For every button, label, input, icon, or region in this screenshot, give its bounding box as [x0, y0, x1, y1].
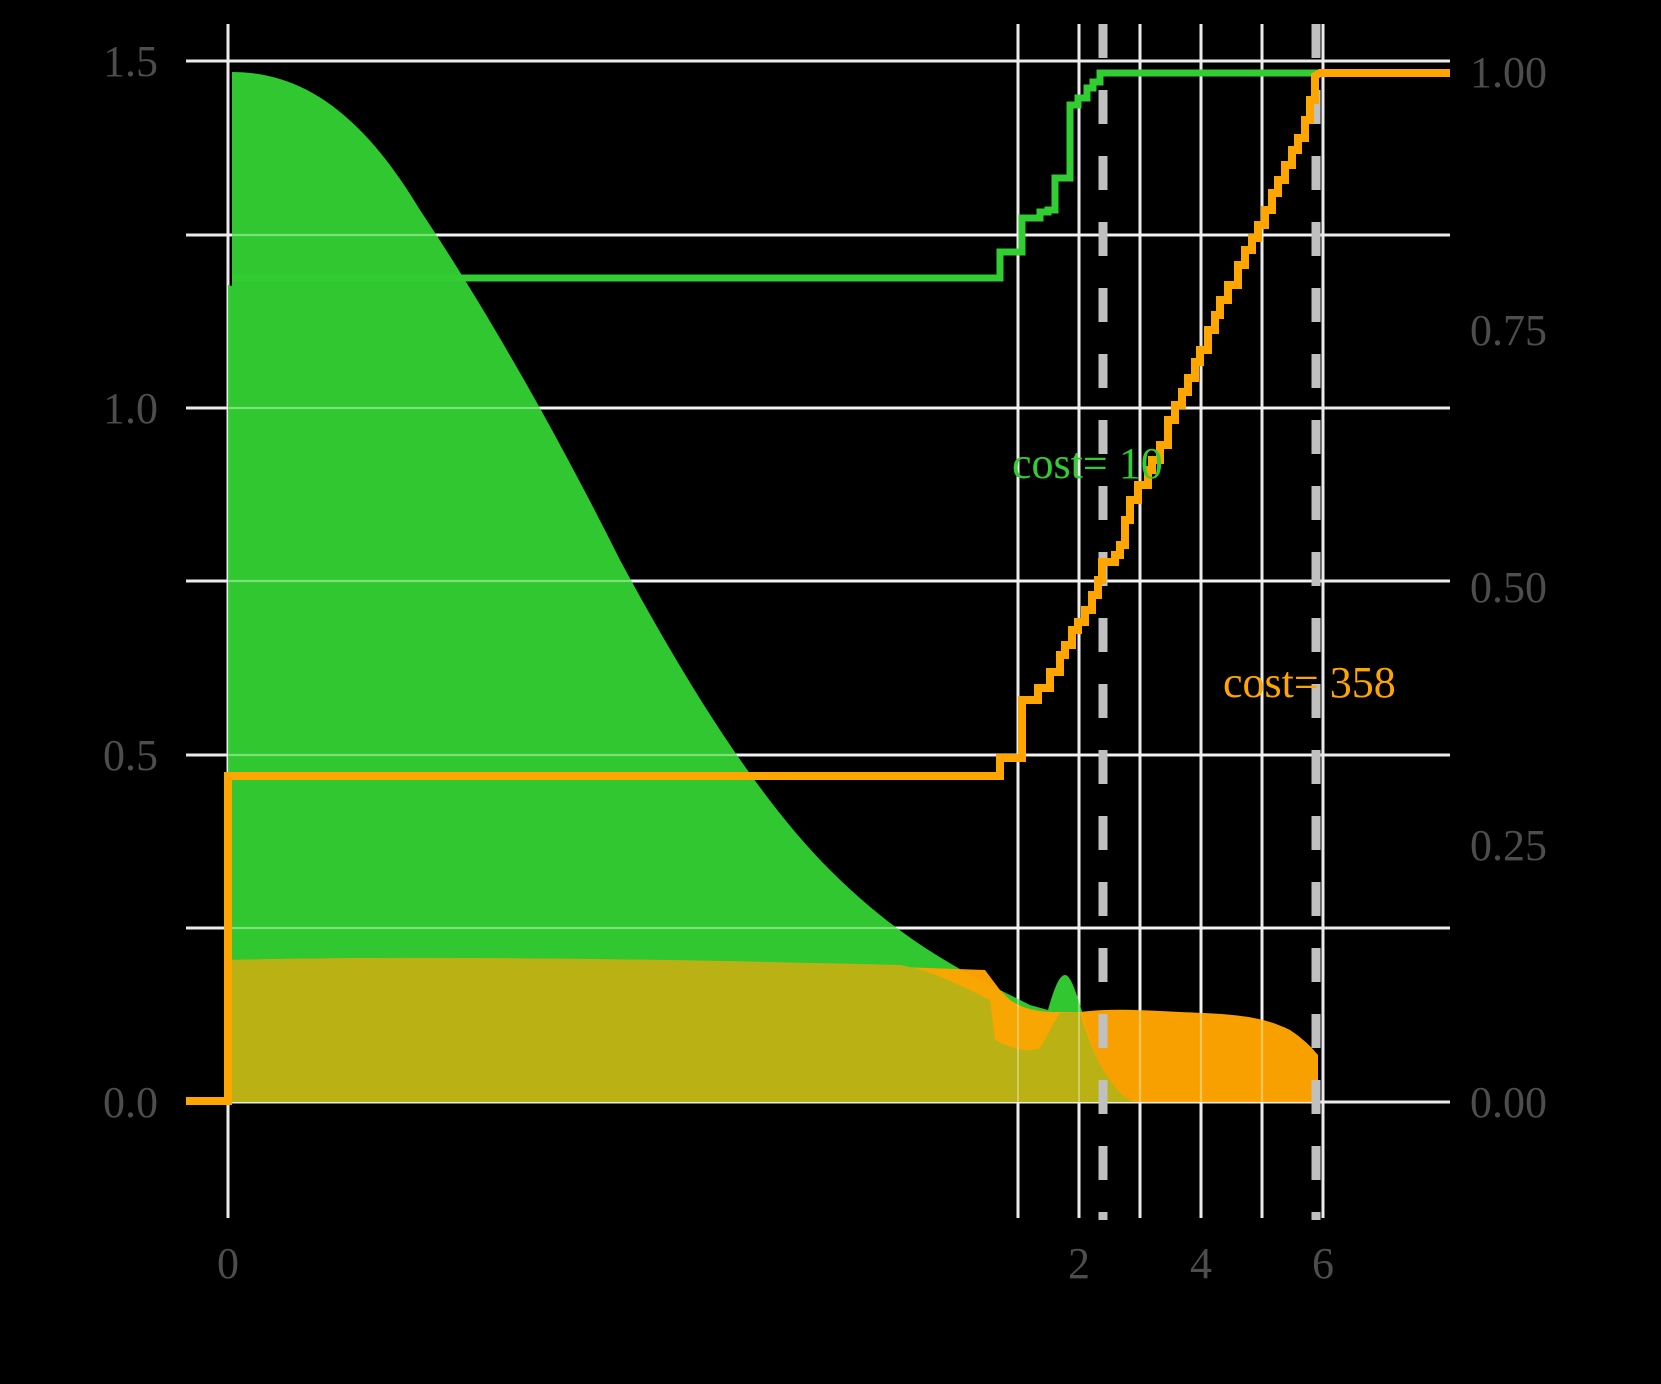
x-axis: 0 2 4 6 — [217, 1239, 1334, 1288]
density-overlap — [228, 957, 1135, 1102]
y-left-tick-label: 0.0 — [103, 1078, 158, 1127]
reference-lines — [1098, 24, 1321, 1220]
x-tick-label: 6 — [1312, 1239, 1334, 1288]
y-left-tick-label: 1.5 — [103, 37, 158, 86]
annotation-cost-358: cost= 358 — [1223, 658, 1396, 707]
y-left-tick-label: 1.0 — [103, 384, 158, 433]
density-area-cost-10 — [228, 72, 1130, 1102]
x-tick-label: 0 — [217, 1239, 239, 1288]
x-tick-label: 2 — [1068, 1239, 1090, 1288]
y-right-tick-label: 0.75 — [1470, 306, 1547, 355]
y-right-tick-label: 1.00 — [1470, 48, 1547, 97]
y-left-tick-label: 0.5 — [103, 731, 158, 780]
ecdf-line-cost-358 — [186, 69, 1450, 1105]
y-axis-left: 0.0 0.5 1.0 1.5 — [103, 37, 158, 1127]
annotation-cost-10: cost= 10 — [1012, 439, 1163, 488]
y-right-tick-label: 0.00 — [1470, 1078, 1547, 1127]
y-right-tick-label: 0.50 — [1470, 563, 1547, 612]
y-axis-right: 0.00 0.25 0.50 0.75 1.00 — [1470, 48, 1547, 1127]
gridlines-overlay — [228, 234, 1318, 1102]
ecdf-line-cost-10 — [455, 69, 1318, 282]
x-tick-label: 4 — [1190, 1239, 1212, 1288]
y-right-tick-label: 0.25 — [1470, 821, 1547, 870]
